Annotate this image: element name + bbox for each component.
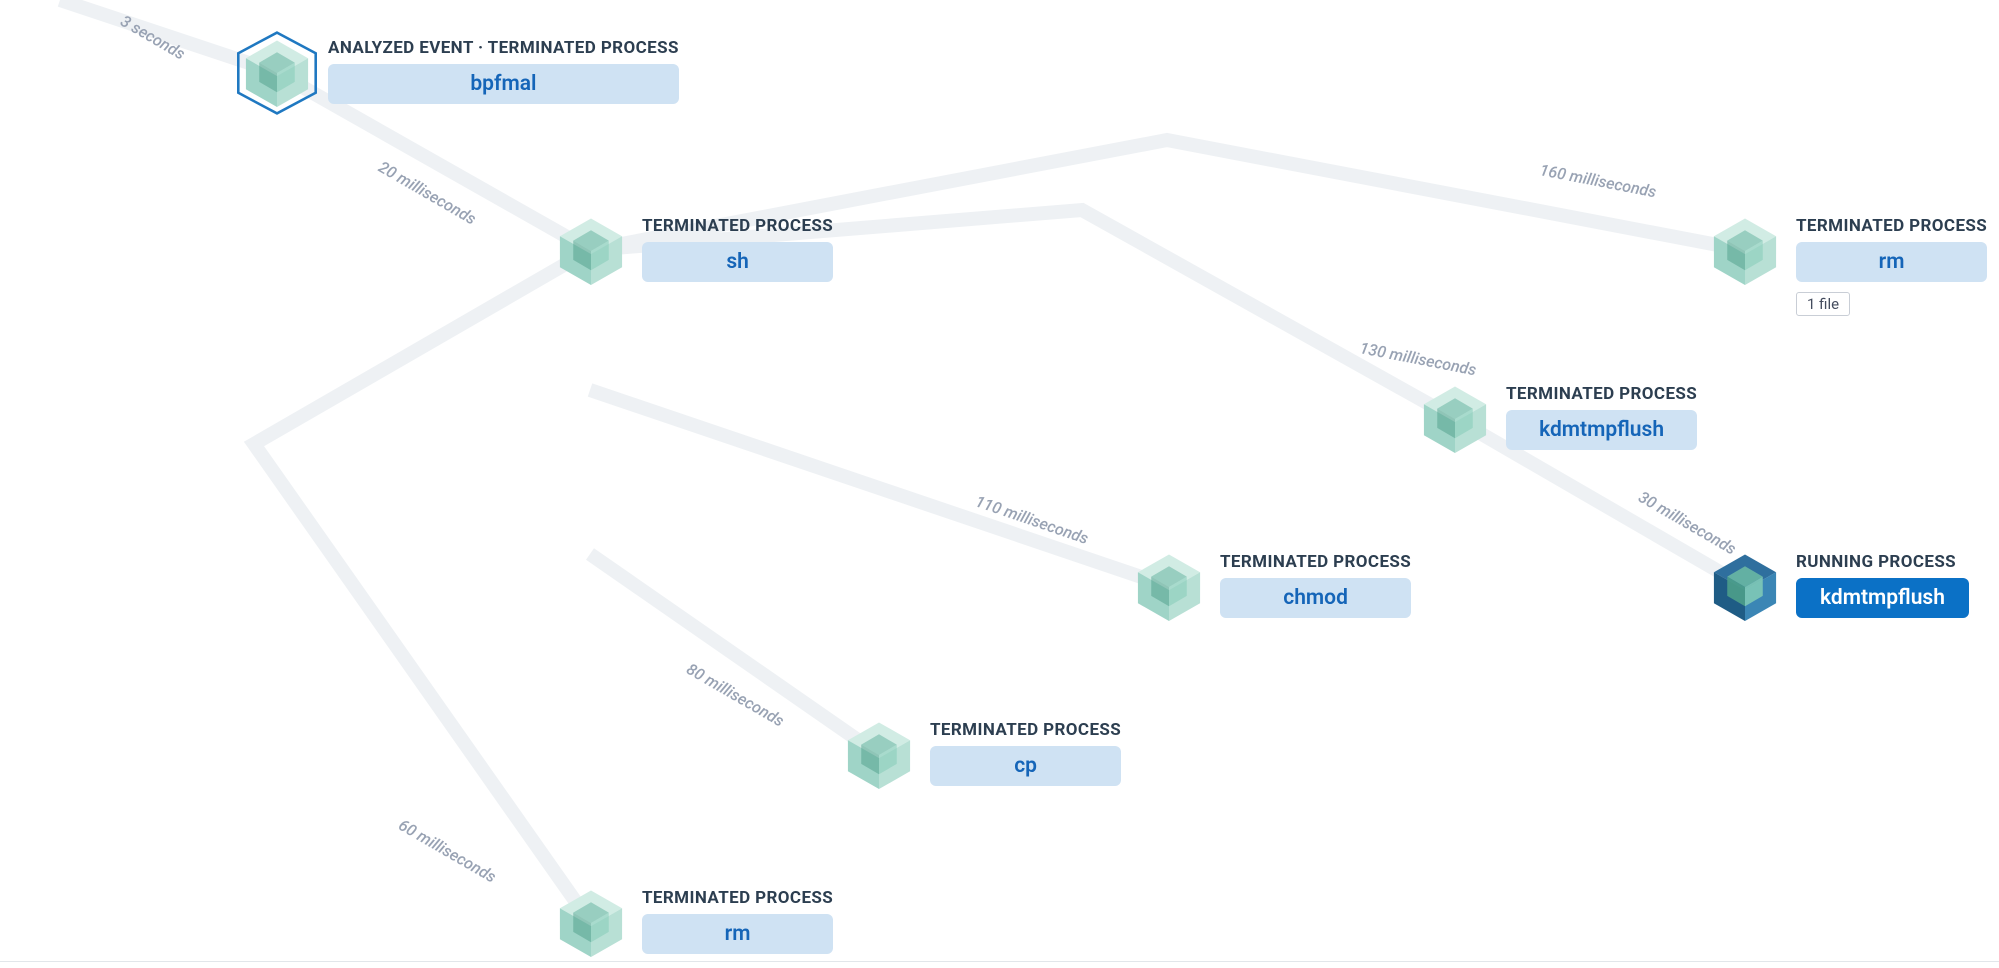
process-name-chip[interactable]: cp: [930, 746, 1121, 786]
process-status-label: TERMINATED PROCESS: [930, 720, 1121, 740]
process-name-chip[interactable]: rm: [642, 914, 833, 954]
process-status-label: TERMINATED PROCESS: [1220, 552, 1411, 572]
process-file-badge[interactable]: 1 file: [1796, 292, 1850, 316]
process-status-label: TERMINATED PROCESS: [1796, 216, 1987, 236]
process-name-chip[interactable]: kdmtmpflush: [1506, 410, 1697, 450]
cube-icon: [240, 36, 314, 110]
process-status-label: RUNNING PROCESS: [1796, 552, 1969, 572]
cube-icon: [842, 718, 916, 792]
process-node-rm1[interactable]: TERMINATED PROCESS rm: [554, 886, 833, 960]
process-status-label: TERMINATED PROCESS: [1506, 384, 1697, 404]
cube-icon: [554, 886, 628, 960]
process-node-kdmtmpflush1[interactable]: TERMINATED PROCESS kdmtmpflush: [1418, 382, 1697, 456]
process-name-chip[interactable]: bpfmal: [328, 64, 679, 104]
cube-icon: [1418, 382, 1492, 456]
process-name-chip[interactable]: kdmtmpflush: [1796, 578, 1969, 618]
process-node-cp[interactable]: TERMINATED PROCESS cp: [842, 718, 1121, 792]
process-node-kdmtmpflush2[interactable]: RUNNING PROCESS kdmtmpflush: [1708, 550, 1969, 624]
process-status-label: TERMINATED PROCESS: [642, 216, 833, 236]
process-name-chip[interactable]: chmod: [1220, 578, 1411, 618]
cube-icon: [1132, 550, 1206, 624]
cube-icon: [1708, 550, 1782, 624]
process-node-sh[interactable]: TERMINATED PROCESS sh: [554, 214, 833, 288]
cube-icon: [554, 214, 628, 288]
bottom-border: [0, 961, 1999, 962]
process-node-rm2[interactable]: TERMINATED PROCESS rm 1 file: [1708, 214, 1987, 316]
process-status-label: ANALYZED EVENT · TERMINATED PROCESS: [328, 38, 679, 58]
process-name-chip[interactable]: rm: [1796, 242, 1987, 282]
process-node-chmod[interactable]: TERMINATED PROCESS chmod: [1132, 550, 1411, 624]
process-status-label: TERMINATED PROCESS: [642, 888, 833, 908]
process-tree-edges: [0, 0, 1999, 968]
process-name-chip[interactable]: sh: [642, 242, 833, 282]
process-node-bpfmal[interactable]: ANALYZED EVENT · TERMINATED PROCESS bpfma…: [240, 36, 679, 110]
cube-icon: [1708, 214, 1782, 288]
